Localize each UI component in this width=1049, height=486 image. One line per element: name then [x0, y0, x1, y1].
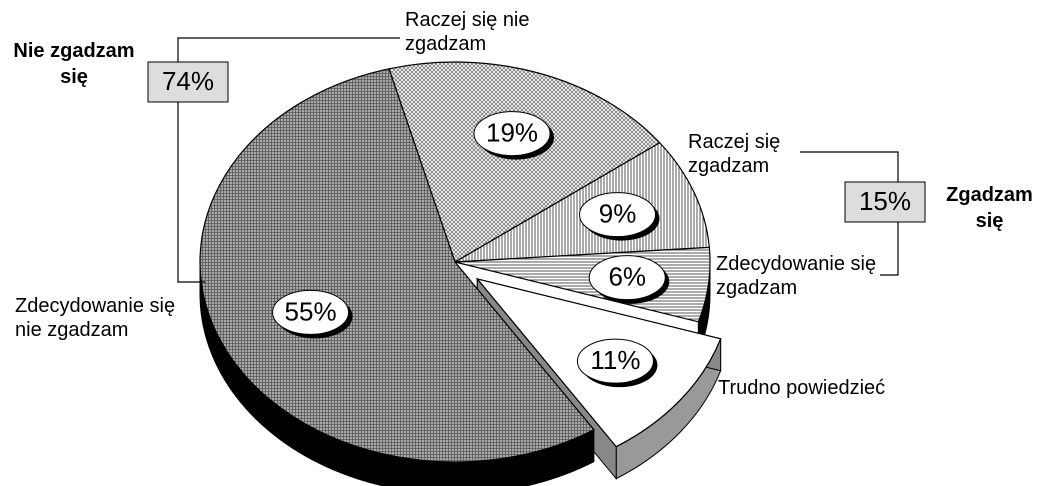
category-label: Zdecydowanie się nie zgadzam	[15, 295, 176, 341]
value-label: 19%	[486, 117, 538, 147]
group-value-label: 74%	[162, 66, 214, 96]
group-value-label: 15%	[859, 186, 911, 216]
label-bubble	[579, 192, 657, 238]
pie-slice	[199, 68, 595, 463]
value-labels: 19% 9% 6% 11% 55%	[272, 111, 670, 388]
group-box	[844, 181, 926, 223]
value-label: 6%	[608, 262, 646, 292]
value-label: 11%	[590, 345, 640, 375]
category-label: Trudno powiedzieć	[718, 377, 886, 399]
group-box	[147, 61, 229, 103]
group-name: Zgadzam się	[946, 184, 1033, 232]
value-label: 55%	[285, 296, 337, 326]
value-label: 9%	[599, 198, 637, 228]
label-bubble	[588, 255, 666, 301]
label-bubble	[576, 338, 654, 384]
category-label: Raczej się zgadzam	[688, 131, 781, 177]
pie-slice	[388, 61, 661, 263]
category-label: Raczej się nie zgadzam	[405, 9, 530, 55]
label-bubble	[473, 111, 551, 157]
group-bracket	[177, 37, 400, 283]
group-name: Nie zgadzam się	[13, 40, 135, 88]
label-bubble	[272, 289, 350, 335]
category-label: Zdecydowanie się zgadzam	[716, 253, 877, 299]
